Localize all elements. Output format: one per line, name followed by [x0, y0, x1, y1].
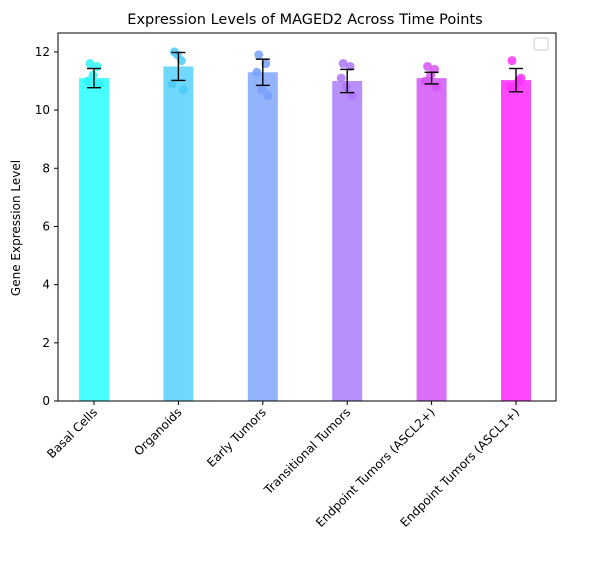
data-point: [505, 82, 515, 92]
y-tick-label: 4: [42, 278, 50, 292]
data-point: [516, 73, 526, 83]
data-point: [172, 50, 182, 60]
bar: [416, 78, 447, 401]
bar: [332, 81, 363, 401]
data-point: [254, 50, 264, 60]
y-axis-label: Gene Expression Level: [9, 160, 23, 296]
data-point: [257, 85, 267, 95]
data-point: [178, 85, 188, 95]
data-point: [336, 73, 346, 83]
bar: [163, 66, 194, 402]
data-point: [341, 82, 351, 92]
data-point: [423, 61, 433, 71]
x-tick-label: Transitional Tumors: [261, 405, 354, 498]
data-point: [252, 67, 262, 77]
y-tick-label: 2: [42, 336, 50, 350]
data-point: [83, 76, 93, 86]
data-point: [94, 79, 104, 89]
y-tick-label: 10: [35, 103, 50, 117]
data-point: [261, 59, 271, 69]
y-tick-label: 8: [42, 161, 50, 175]
y-tick-label: 6: [42, 219, 50, 233]
data-point: [338, 59, 348, 69]
legend-box: [533, 37, 549, 51]
x-tick-label: Organoids: [131, 405, 184, 458]
y-tick-label: 12: [35, 45, 50, 59]
x-tick-label: Basal Cells: [44, 405, 100, 461]
data-point: [88, 70, 98, 80]
chart-title: Expression Levels of MAGED2 Across Time …: [127, 12, 482, 28]
x-tick-label: Early Tumors: [204, 405, 269, 470]
bar: [501, 80, 531, 402]
data-point: [167, 79, 177, 89]
y-tick-label: 0: [42, 394, 50, 408]
data-point: [85, 59, 95, 69]
data-point: [507, 56, 517, 66]
plot-area: 0 2 4 6 8 10 12 Basal Cells Organoids Early Tumor…: [35, 32, 557, 530]
bar: [247, 72, 278, 401]
bar: [79, 78, 109, 401]
data-point: [263, 91, 273, 101]
axes-frame: [57, 32, 557, 402]
